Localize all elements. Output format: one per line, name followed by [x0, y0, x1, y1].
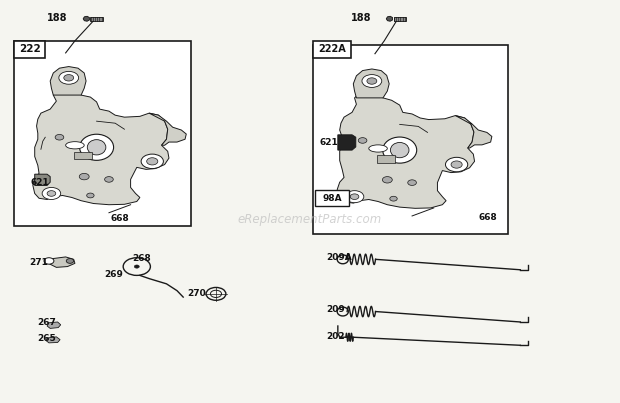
Text: 222: 222 [19, 44, 41, 54]
Text: 270: 270 [187, 289, 206, 297]
Polygon shape [46, 337, 60, 343]
Circle shape [42, 187, 61, 199]
Text: 209A: 209A [327, 253, 352, 262]
Text: 98A: 98A [322, 194, 342, 203]
Circle shape [350, 194, 359, 199]
Bar [313, 45, 508, 234]
Polygon shape [33, 88, 169, 205]
Circle shape [362, 75, 382, 87]
Polygon shape [45, 257, 75, 267]
Ellipse shape [79, 134, 113, 160]
Ellipse shape [369, 145, 388, 152]
Polygon shape [47, 322, 61, 328]
Text: 202: 202 [327, 332, 345, 341]
Circle shape [408, 180, 417, 185]
Circle shape [66, 259, 74, 263]
Circle shape [44, 258, 54, 264]
Circle shape [345, 191, 364, 203]
Polygon shape [455, 116, 492, 148]
Text: 268: 268 [132, 254, 151, 264]
Text: 621: 621 [30, 178, 49, 187]
Text: 668: 668 [111, 214, 130, 223]
Circle shape [55, 135, 64, 140]
Polygon shape [353, 69, 389, 98]
Bar [313, 41, 352, 58]
Text: 188: 188 [350, 13, 371, 23]
Bar [377, 155, 396, 162]
Circle shape [390, 196, 397, 201]
Circle shape [64, 75, 74, 81]
Bar [14, 41, 45, 58]
Polygon shape [35, 174, 50, 185]
Circle shape [59, 71, 79, 84]
Text: 621: 621 [320, 137, 339, 147]
Ellipse shape [383, 137, 417, 163]
Circle shape [135, 265, 140, 268]
Bar [74, 152, 92, 159]
Circle shape [383, 177, 392, 183]
Text: 267: 267 [37, 318, 56, 327]
Bar [329, 190, 335, 197]
Ellipse shape [336, 193, 343, 199]
Polygon shape [149, 113, 186, 145]
Text: eReplacementParts.com: eReplacementParts.com [238, 213, 382, 226]
Bar [14, 41, 190, 226]
Text: 209: 209 [327, 305, 345, 314]
Bar [394, 17, 405, 21]
Ellipse shape [66, 142, 84, 149]
Bar [315, 190, 349, 206]
Circle shape [367, 78, 377, 84]
Bar [91, 17, 103, 21]
Circle shape [358, 138, 367, 143]
Polygon shape [386, 16, 392, 21]
Circle shape [451, 161, 462, 168]
Ellipse shape [391, 143, 409, 158]
Ellipse shape [87, 140, 106, 155]
Circle shape [47, 191, 56, 196]
Polygon shape [338, 135, 356, 150]
Polygon shape [83, 16, 89, 21]
Text: 222A: 222A [319, 44, 346, 54]
Circle shape [79, 173, 89, 180]
Text: 269: 269 [105, 270, 123, 279]
Text: 271: 271 [29, 258, 48, 267]
Circle shape [446, 157, 467, 172]
Polygon shape [50, 66, 86, 95]
Circle shape [105, 177, 113, 182]
Circle shape [87, 193, 94, 198]
Circle shape [147, 158, 158, 165]
Text: 188: 188 [47, 13, 68, 23]
Polygon shape [337, 91, 474, 208]
Text: 668: 668 [478, 213, 497, 222]
Circle shape [141, 154, 164, 168]
Text: 265: 265 [37, 334, 56, 343]
